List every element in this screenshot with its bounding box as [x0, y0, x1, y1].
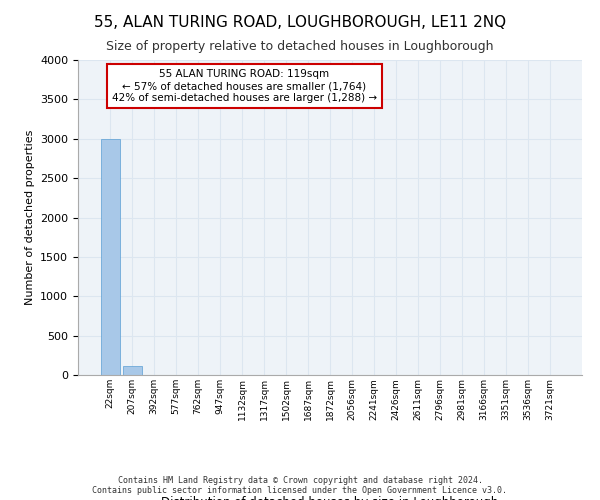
- X-axis label: Distribution of detached houses by size in Loughborough: Distribution of detached houses by size …: [161, 496, 499, 500]
- Bar: [123, 366, 142, 375]
- Text: Size of property relative to detached houses in Loughborough: Size of property relative to detached ho…: [106, 40, 494, 53]
- Text: 55 ALAN TURING ROAD: 119sqm
← 57% of detached houses are smaller (1,764)
42% of : 55 ALAN TURING ROAD: 119sqm ← 57% of det…: [112, 70, 377, 102]
- Text: 55, ALAN TURING ROAD, LOUGHBOROUGH, LE11 2NQ: 55, ALAN TURING ROAD, LOUGHBOROUGH, LE11…: [94, 15, 506, 30]
- Bar: [101, 138, 119, 375]
- Y-axis label: Number of detached properties: Number of detached properties: [25, 130, 35, 305]
- Text: Contains HM Land Registry data © Crown copyright and database right 2024.
Contai: Contains HM Land Registry data © Crown c…: [92, 476, 508, 495]
